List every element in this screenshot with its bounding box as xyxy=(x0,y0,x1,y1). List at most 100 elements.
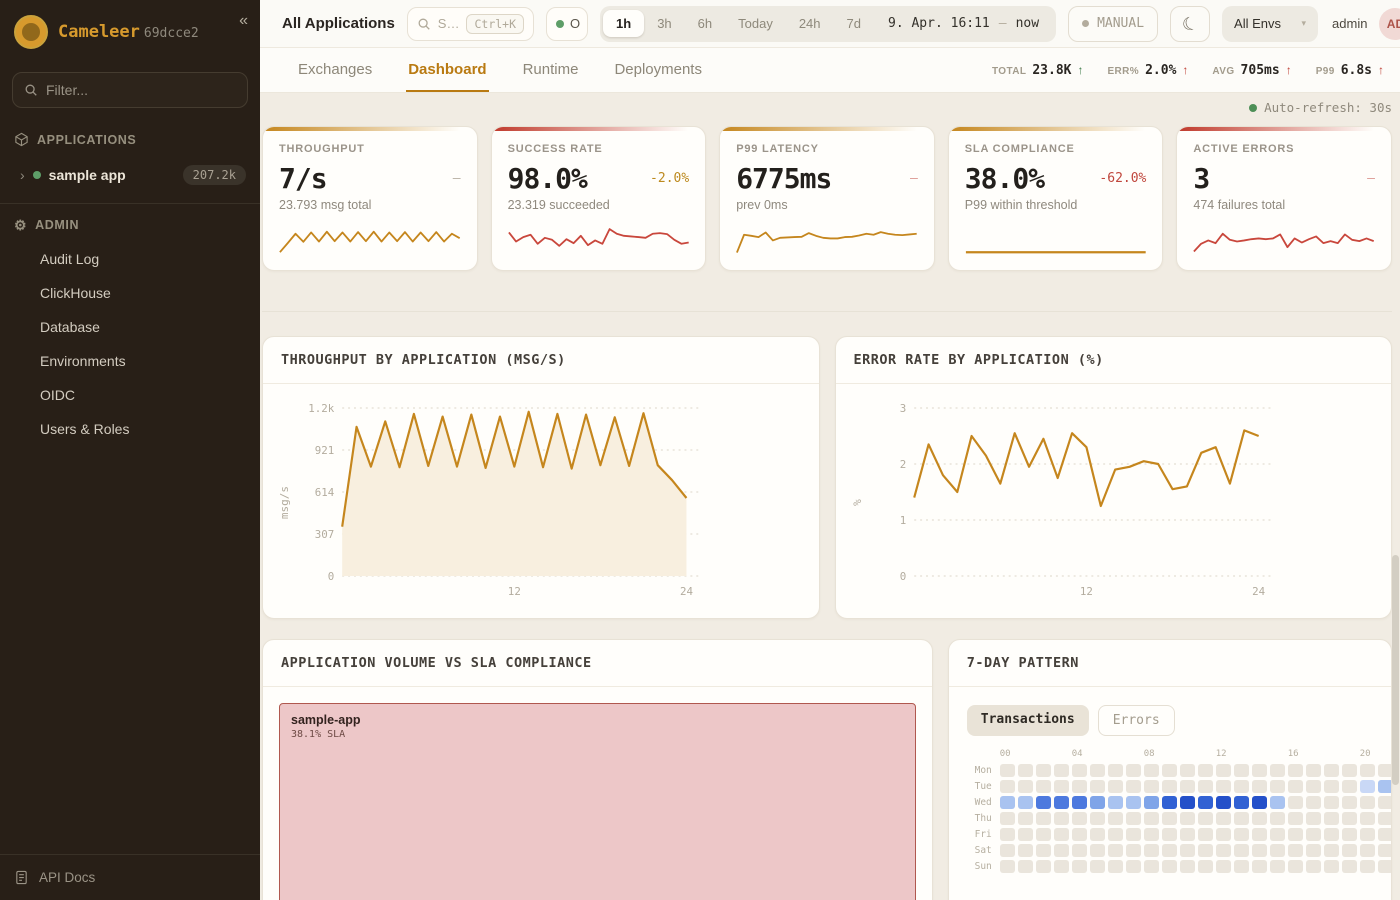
global-search-input[interactable]: S… Ctrl+K xyxy=(406,6,535,41)
sidebar-collapse-icon[interactable]: « xyxy=(239,12,248,29)
heatmap-cell xyxy=(1071,764,1087,777)
manual-dot-icon xyxy=(1082,20,1090,27)
heatmap-cell xyxy=(1143,812,1159,825)
svg-text:921: 921 xyxy=(315,444,335,457)
heatmap-cell xyxy=(1233,812,1249,825)
scrollbar-thumb[interactable] xyxy=(1392,555,1399,785)
panel-title: APPLICATION VOLUME VS SLA COMPLIANCE xyxy=(263,640,932,687)
toggle-errors[interactable]: Errors xyxy=(1097,705,1175,736)
heatmap-cell xyxy=(1161,828,1177,841)
heatmap-cell xyxy=(1017,764,1033,777)
time-range-1h[interactable]: 1h xyxy=(603,10,645,37)
heatmap-cell xyxy=(1305,844,1321,857)
heatmap-cell xyxy=(1269,780,1285,793)
date-separator: – xyxy=(998,16,1007,31)
cameleer-logo xyxy=(14,15,48,49)
tab-exchanges[interactable]: Exchanges xyxy=(298,60,373,78)
sidebar-filter-input[interactable]: Filter... xyxy=(12,72,248,108)
kpi-label: P99 LATENCY xyxy=(736,143,819,155)
treemap-tile-sla: 38.1% SLA xyxy=(291,729,346,740)
brand-name: Cameleer xyxy=(58,22,140,42)
kpi-subtitle: 23.319 succeeded xyxy=(507,198,610,212)
heatmap-cell xyxy=(1107,844,1123,857)
refresh-dot-icon xyxy=(1249,103,1258,112)
heatmap-cell xyxy=(1287,764,1303,777)
heatmap-day-label: Sat xyxy=(974,845,992,856)
heatmap-cell xyxy=(1125,828,1141,841)
applications-label-text: APPLICATIONS xyxy=(37,132,137,147)
time-range-today[interactable]: Today xyxy=(738,16,773,31)
heatmap-hour-spacer xyxy=(1342,749,1357,761)
heatmap-cell xyxy=(1215,844,1231,857)
heatmap-cell xyxy=(1179,812,1195,825)
sidebar-item-users-roles[interactable]: Users & Roles xyxy=(40,421,130,437)
heatmap-cell xyxy=(1377,796,1391,809)
heatmap-cell xyxy=(1323,844,1339,857)
kpi-card-active-errors: ACTIVE ERRORS 3 – 474 failures total xyxy=(1176,126,1392,271)
heatmap-cell xyxy=(1053,812,1069,825)
time-range-6h[interactable]: 6h xyxy=(697,16,713,31)
heatmap-cell xyxy=(1215,828,1231,841)
heatmap-cell xyxy=(999,764,1015,777)
stat-label: ERR% xyxy=(1107,65,1140,77)
sidebar-item-sample-app[interactable]: › sample app 207.2k xyxy=(0,157,260,193)
sidebar-item-api-docs[interactable]: API Docs xyxy=(0,854,260,900)
heatmap-grid: 00 04 08 12 16 20 Mon Tue Wed Thu Fri Sat Sun xyxy=(963,749,1391,873)
heatmap-cell xyxy=(1323,780,1339,793)
heatmap-cell xyxy=(1125,844,1141,857)
heatmap-cell xyxy=(1323,796,1339,809)
avatar[interactable]: AD xyxy=(1379,7,1400,40)
sidebar-item-clickhouse[interactable]: ClickHouse xyxy=(40,285,111,301)
kpi-accent-bar xyxy=(491,127,706,131)
kpi-value: 3 xyxy=(1193,162,1210,195)
trend-up-icon: ↑ xyxy=(1077,62,1084,77)
chevron-right-icon[interactable]: › xyxy=(20,167,25,183)
environment-select[interactable]: All Envs ▾ xyxy=(1222,5,1319,42)
kpi-delta: – xyxy=(1367,171,1375,186)
heatmap-cell xyxy=(1377,764,1391,777)
kpi-accent-bar xyxy=(1177,127,1391,131)
manual-refresh-button[interactable]: MANUAL xyxy=(1068,5,1159,42)
heatmap-hour-spacer xyxy=(1054,749,1069,761)
tab-deployments[interactable]: Deployments xyxy=(614,60,702,78)
heatmap-hour-label: 12 xyxy=(1215,749,1227,759)
heatmap-cell xyxy=(1017,812,1033,825)
heatmap-cell xyxy=(1107,828,1123,841)
treemap-tile-sample-app[interactable]: sample-app 38.1% SLA xyxy=(279,703,916,900)
sidebar-header: Cameleer 69dcce2 « xyxy=(0,0,260,62)
time-range-3h[interactable]: 3h xyxy=(657,16,672,31)
heatmap-day-label: Thu xyxy=(974,813,992,824)
kpi-value: 98.0% xyxy=(507,162,588,195)
sparkline-chart xyxy=(1193,232,1375,253)
heatmap-cell xyxy=(1341,828,1357,841)
time-range-7d[interactable]: 7d xyxy=(846,16,861,31)
heatmap-cell xyxy=(1305,764,1321,777)
heatmap-hour-label: 00 xyxy=(999,749,1011,759)
toggle-transactions[interactable]: Transactions xyxy=(966,705,1089,736)
sidebar-item-database[interactable]: Database xyxy=(40,319,100,335)
date-range-display[interactable]: 9. Apr. 16:11 – now xyxy=(874,16,1053,31)
kpi-subtitle: P99 within threshold xyxy=(964,198,1078,212)
online-status-button[interactable]: O xyxy=(546,6,589,41)
admin-label-text: ADMIN xyxy=(35,218,80,232)
heatmap-cell xyxy=(1179,764,1195,777)
time-range-24h[interactable]: 24h xyxy=(798,16,821,31)
heatmap-cell xyxy=(1071,812,1087,825)
heatmap-cell xyxy=(1287,812,1303,825)
cube-icon xyxy=(15,132,28,147)
dark-mode-toggle[interactable]: ☾ xyxy=(1170,5,1211,42)
sidebar-item-audit-log[interactable]: Audit Log xyxy=(40,251,100,267)
stat-value: 705ms xyxy=(1240,62,1280,78)
sidebar-item-environments[interactable]: Environments xyxy=(40,353,126,369)
sidebar-item-oidc[interactable]: OIDC xyxy=(40,387,75,403)
tab-dashboard[interactable]: Dashboard xyxy=(406,48,489,92)
trend-up-icon: ↑ xyxy=(1182,62,1189,77)
heatmap-cell xyxy=(1215,764,1231,777)
tab-runtime[interactable]: Runtime xyxy=(522,60,579,78)
heatmap-cell xyxy=(1053,764,1069,777)
kpi-delta: -62.0% xyxy=(1099,171,1147,186)
svg-text:0: 0 xyxy=(328,570,335,583)
heatmap-cell xyxy=(1377,844,1391,857)
search-placeholder: S… xyxy=(437,16,460,31)
kpi-card-sla-compliance: SLA COMPLIANCE 38.0% -62.0% P99 within th… xyxy=(947,126,1164,271)
